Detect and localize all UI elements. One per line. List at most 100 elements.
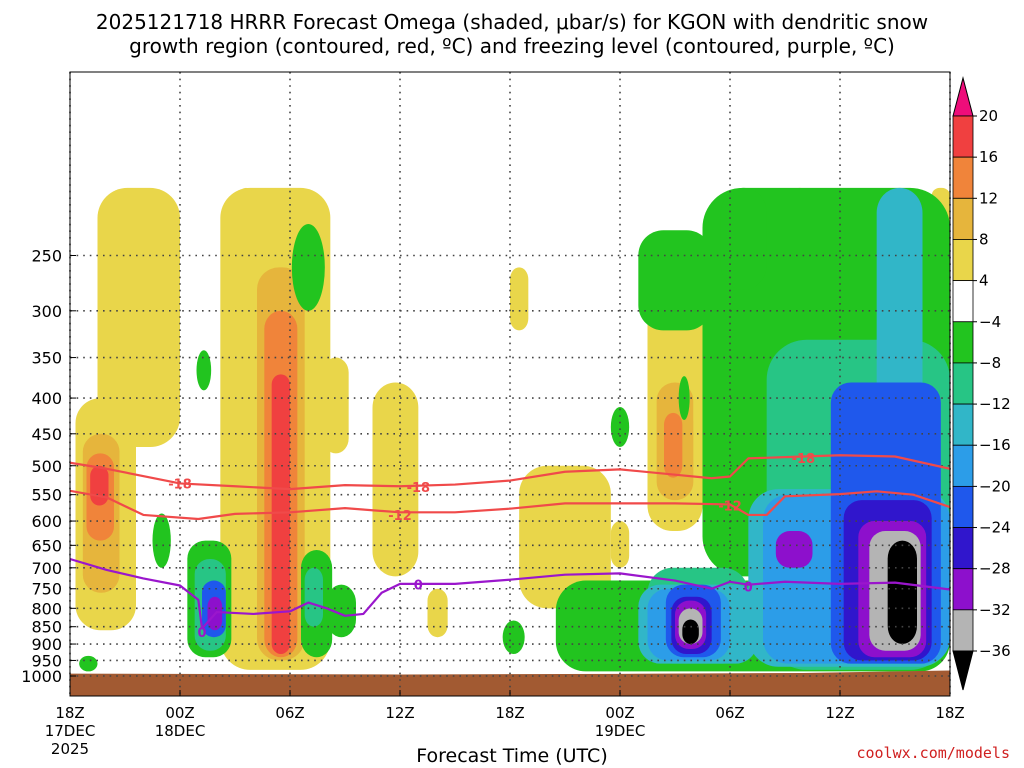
contour-lines: -18 -18 -18 -12 -12 0 0 0 <box>70 452 950 641</box>
contour-label: 0 <box>197 626 206 641</box>
omega-neg4 <box>79 655 98 672</box>
colorbar-bottom-arrow <box>952 650 974 691</box>
y-tick-label: 900 <box>31 635 62 654</box>
y-tick-label: 850 <box>31 618 62 637</box>
colorbar-bin <box>952 403 974 446</box>
omega-neg4 <box>152 513 171 568</box>
omega-neg4 <box>196 350 212 391</box>
contour-label: -18 <box>407 481 431 496</box>
omega-neg36 <box>682 619 699 645</box>
colorbar-bin <box>952 239 974 282</box>
colorbar-label: −32 <box>979 601 1011 619</box>
contour-label: 0 <box>414 579 423 594</box>
freezing-level-contour-line <box>70 557 950 630</box>
x-tick-label: 18Z <box>935 704 964 722</box>
omega-neg4 <box>720 187 767 290</box>
omega-pos4 <box>427 588 448 638</box>
y-tick-label: 550 <box>31 486 62 505</box>
dgz-contour-line <box>70 454 950 491</box>
x-tick-label: 06Z <box>275 704 304 722</box>
omega-pos16 <box>271 374 290 654</box>
omega-pos4 <box>235 187 257 340</box>
omega-pos4 <box>323 357 349 454</box>
x-tick-label: 00Z <box>165 704 194 722</box>
colorbar-bin <box>952 156 974 199</box>
colorbar-label: −4 <box>979 313 1001 331</box>
omega-pos4 <box>372 382 419 577</box>
y-tick-label: 950 <box>31 651 62 670</box>
credit-text: coolwx.com/models <box>856 744 1010 762</box>
y-tick-label: 800 <box>31 599 62 618</box>
ground-fill <box>70 670 950 696</box>
contour-label: -18 <box>792 452 816 467</box>
contour-label: -12 <box>388 509 412 524</box>
contour-label: -12 <box>718 499 742 514</box>
x-tick-date: 18DEC <box>155 722 206 740</box>
colorbar-label: −16 <box>979 436 1011 454</box>
colorbar-label: −36 <box>979 642 1011 660</box>
x-tick-label: 06Z <box>715 704 744 722</box>
y-tick-label: 700 <box>31 559 62 578</box>
colorbar-label: −20 <box>979 477 1011 495</box>
omega-neg8 <box>304 567 323 627</box>
omega-neg36 <box>887 540 917 645</box>
omega-pos4 <box>97 187 180 447</box>
y-tick-label: 600 <box>31 512 62 531</box>
colorbar-bin <box>952 321 974 364</box>
x-tick-label: 00Z <box>605 704 634 722</box>
y-tick-label: 450 <box>31 425 62 444</box>
y-tick-label: 300 <box>31 302 62 321</box>
x-tick-year: 2025 <box>51 740 89 758</box>
colorbar-label: −28 <box>979 560 1011 578</box>
chart-title-line-1: 2025121718 HRRR Forecast Omega (shaded, … <box>95 10 929 34</box>
omega-neg28 <box>775 530 813 568</box>
colorbar-bin <box>952 444 974 487</box>
contour-label: -18 <box>168 477 192 492</box>
colorbar-label: −12 <box>979 395 1011 413</box>
colorbar-label: 4 <box>979 272 989 290</box>
colorbar-label: 12 <box>979 189 998 207</box>
x-tick-date: 19DEC <box>595 722 646 740</box>
x-tick-label: 18Z <box>495 704 524 722</box>
omega-pos4 <box>610 521 630 568</box>
colorbar-label: −24 <box>979 519 1011 537</box>
y-tick-label: 500 <box>31 457 62 476</box>
x-tick-label: 12Z <box>825 704 854 722</box>
colorbar-label: 8 <box>979 230 989 248</box>
colorbar-bin <box>952 197 974 240</box>
omega-pos4 <box>510 267 529 331</box>
omega-pos4 <box>519 465 611 609</box>
contour-label: 0 <box>744 581 753 596</box>
y-tick-label: 1000 <box>21 667 62 686</box>
x-axis-label: Forecast Time (UTC) <box>416 745 608 767</box>
chart-title-line-2: growth region (contoured, red, ºC) and f… <box>129 34 895 58</box>
x-tick-date: 17DEC <box>45 722 96 740</box>
colorbar-bin <box>952 609 974 652</box>
colorbar-top-arrow <box>952 76 974 117</box>
colorbar-bin <box>952 362 974 405</box>
omega-shading <box>75 187 950 672</box>
x-tick-label: 18Z <box>55 704 84 722</box>
colorbar-bin <box>952 115 974 158</box>
x-tick-label: 12Z <box>385 704 414 722</box>
omega-pos16 <box>90 465 109 506</box>
ground-terrain <box>70 670 950 696</box>
omega-neg4 <box>502 620 525 654</box>
omega-neg4 <box>610 406 630 447</box>
y-tick-label: 400 <box>31 389 62 408</box>
colorbar-label: 16 <box>979 148 998 166</box>
colorbar-bin <box>952 527 974 570</box>
omega-pos12 <box>664 412 683 478</box>
omega-neg4 <box>638 230 712 331</box>
colorbar: 20 16 12 8 4 −4 −8 −12 −16 −20 −24 −28 −32 −36 <box>952 76 1011 691</box>
omega-neg4 <box>291 223 325 311</box>
y-tick-label: 350 <box>31 349 62 368</box>
colorbar-bin <box>952 280 974 323</box>
y-axis-ticks: 2503003504004505005506006507007508008509… <box>21 247 76 686</box>
colorbar-label: −8 <box>979 354 1001 372</box>
colorbar-label: 20 <box>979 107 998 125</box>
colorbar-bin <box>952 568 974 611</box>
y-tick-label: 650 <box>31 536 62 555</box>
